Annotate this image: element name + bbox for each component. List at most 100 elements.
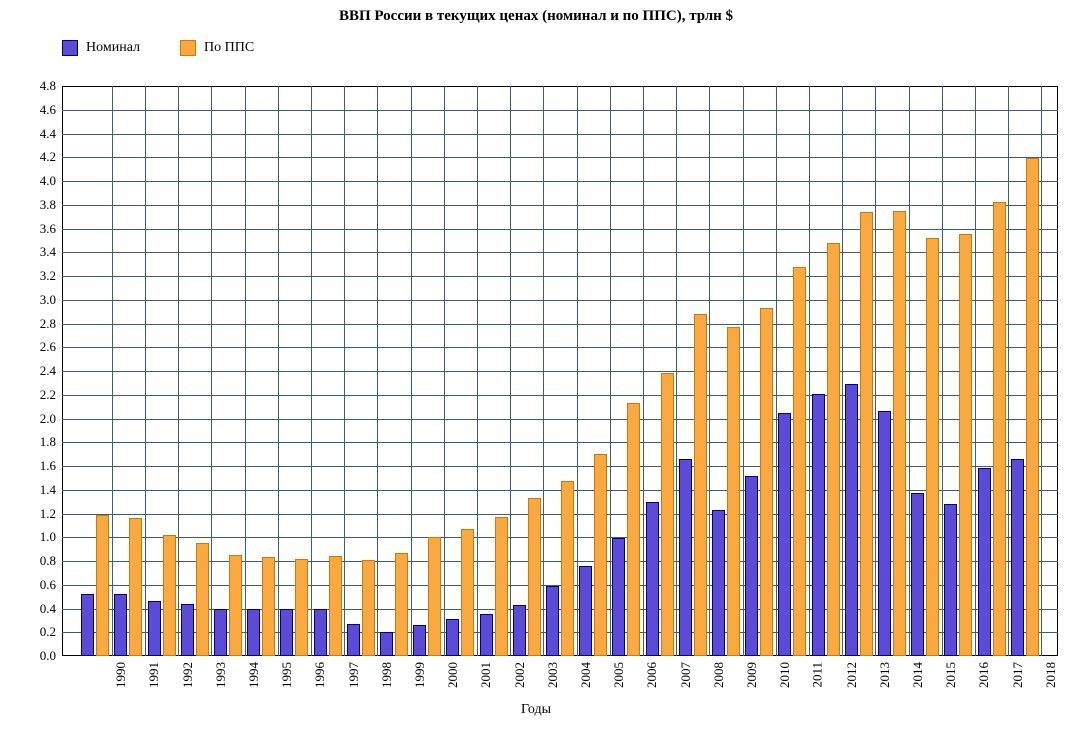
xtick-label: 2013	[877, 662, 893, 688]
bar-ppp	[727, 327, 740, 656]
bar-ppp	[827, 243, 840, 656]
gridline-v	[577, 86, 578, 656]
xtick-label: 2015	[943, 662, 959, 688]
bar-nominal	[114, 594, 127, 656]
gridline-v	[278, 86, 279, 656]
bar-nominal	[446, 619, 459, 656]
ytick-label: 4.2	[28, 149, 56, 165]
ytick-label: 1.8	[28, 434, 56, 450]
xtick-label: 2009	[744, 662, 760, 688]
xtick-label: 2018	[1043, 662, 1059, 688]
bar-nominal	[812, 394, 825, 656]
ytick-label: 0.8	[28, 553, 56, 569]
xtick-label: 2012	[844, 662, 860, 688]
bar-nominal	[546, 586, 559, 656]
ytick-label: 4.4	[28, 126, 56, 142]
xtick-label: 2016	[976, 662, 992, 688]
ytick-label: 3.2	[28, 268, 56, 284]
bar-nominal	[314, 609, 327, 657]
ytick-label: 2.4	[28, 363, 56, 379]
bar-ppp	[96, 515, 109, 656]
gridline-v	[411, 86, 412, 656]
bar-ppp	[295, 559, 308, 656]
bar-ppp	[561, 481, 574, 656]
bar-nominal	[480, 614, 493, 656]
bar-ppp	[428, 537, 441, 656]
bar-nominal	[148, 601, 161, 656]
gridline-v	[444, 86, 445, 656]
bar-nominal	[911, 493, 924, 656]
xtick-label: 2000	[445, 662, 461, 688]
gridline-v	[610, 86, 611, 656]
gridline-v	[477, 86, 478, 656]
bar-nominal	[513, 605, 526, 656]
bar-ppp	[661, 373, 674, 656]
bar-nominal	[978, 468, 991, 656]
bar-ppp	[594, 454, 607, 656]
legend-label-nominal: Номинал	[86, 40, 140, 56]
xtick-label: 1999	[412, 662, 428, 688]
chart-legend: Номинал По ППС	[62, 40, 254, 56]
ytick-label: 3.0	[28, 292, 56, 308]
xtick-label: 1998	[379, 662, 395, 688]
bar-ppp	[362, 560, 375, 656]
gridline-v	[112, 86, 113, 656]
ytick-label: 4.6	[28, 102, 56, 118]
gridline-v	[909, 86, 910, 656]
bar-nominal	[612, 538, 625, 656]
xtick-label: 2008	[711, 662, 727, 688]
gridline-v	[676, 86, 677, 656]
gridline-v	[1008, 86, 1009, 656]
gridline-v	[743, 86, 744, 656]
ytick-label: 3.8	[28, 197, 56, 213]
xtick-label: 2007	[678, 662, 694, 688]
bar-ppp	[926, 238, 939, 656]
ytick-label: 4.8	[28, 78, 56, 94]
bar-nominal	[380, 632, 393, 656]
xtick-label: 2010	[777, 662, 793, 688]
ytick-label: 2.0	[28, 411, 56, 427]
bar-ppp	[959, 234, 972, 656]
bar-nominal	[280, 609, 293, 657]
bar-ppp	[528, 498, 541, 656]
ytick-label: 0.2	[28, 624, 56, 640]
bar-nominal	[745, 476, 758, 657]
ytick-label: 0.0	[28, 648, 56, 664]
xtick-label: 2005	[611, 662, 627, 688]
ytick-label: 2.2	[28, 387, 56, 403]
xtick-label: 1991	[146, 662, 162, 688]
xtick-label: 2004	[578, 662, 594, 688]
ytick-label: 2.6	[28, 339, 56, 355]
bar-nominal	[214, 609, 227, 657]
bar-nominal	[944, 504, 957, 656]
xtick-label: 2002	[512, 662, 528, 688]
xtick-label: 2017	[1010, 662, 1026, 688]
bar-ppp	[229, 555, 242, 656]
bar-ppp	[196, 543, 209, 656]
legend-swatch-ppp	[180, 40, 196, 56]
gridline-v	[543, 86, 544, 656]
gridline-v	[942, 86, 943, 656]
xtick-label: 1994	[246, 662, 262, 688]
bar-ppp	[495, 517, 508, 656]
gridline-v	[311, 86, 312, 656]
ytick-label: 1.0	[28, 529, 56, 545]
ytick-label: 0.6	[28, 577, 56, 593]
xtick-label: 1990	[113, 662, 129, 688]
bar-ppp	[793, 267, 806, 657]
legend-label-ppp: По ППС	[204, 40, 254, 56]
ytick-label: 1.6	[28, 458, 56, 474]
bar-nominal	[579, 566, 592, 656]
gridline-v	[145, 86, 146, 656]
bar-ppp	[760, 308, 773, 656]
bar-ppp	[893, 211, 906, 656]
gridline-v	[510, 86, 511, 656]
bar-ppp	[694, 314, 707, 656]
bar-nominal	[878, 411, 891, 656]
bar-ppp	[395, 553, 408, 656]
gridline-v	[842, 86, 843, 656]
xtick-label: 2014	[910, 662, 926, 688]
ytick-label: 1.2	[28, 506, 56, 522]
gridline-v	[178, 86, 179, 656]
bar-nominal	[712, 510, 725, 656]
